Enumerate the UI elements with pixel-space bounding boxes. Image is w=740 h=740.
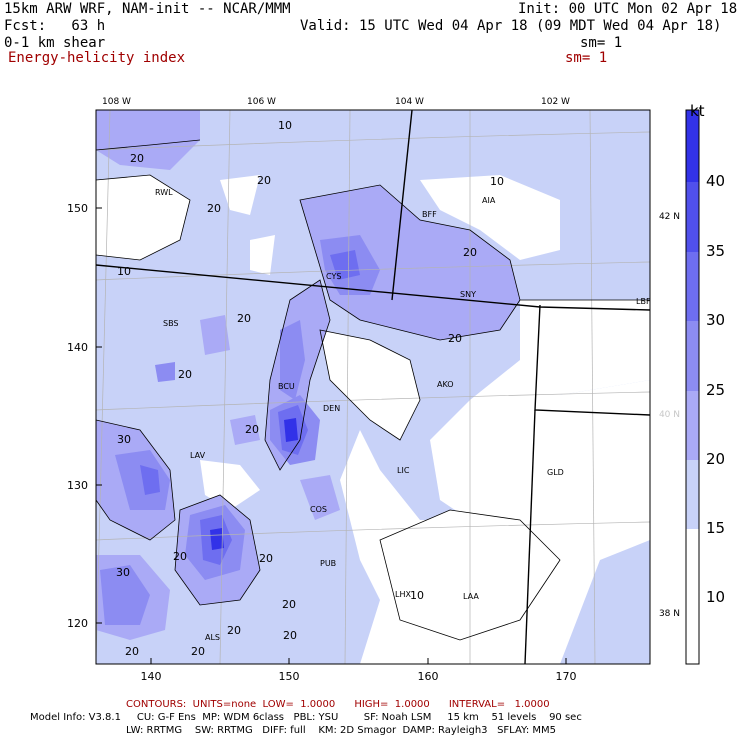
station-label: SNY (460, 290, 476, 299)
lat-lon-grid (96, 110, 650, 664)
x-grid-label: 170 (556, 670, 577, 683)
bottom-grid-labels: 140 150 160 170 (141, 670, 577, 683)
colorbar-segment (686, 321, 699, 391)
frame-ticks (96, 207, 567, 664)
x-grid-label: 160 (418, 670, 439, 683)
shear-35kt-region (210, 418, 298, 550)
map-plot-area (96, 110, 650, 664)
station-label: ALS (205, 633, 220, 642)
contour-label: 20 (173, 550, 187, 563)
field1-title: 0-1 km shear (4, 35, 106, 51)
station-label: BFF (422, 210, 437, 219)
contour-label: 20 (259, 552, 273, 565)
state-boundaries (96, 110, 650, 664)
lon-label: 106 W (247, 97, 276, 107)
colorbar-unit: kt (690, 102, 705, 120)
top-lon-labels: 108 W 106 W 104 W 102 W (102, 97, 570, 107)
station-label: BCU (278, 382, 295, 391)
station-label: DEN (323, 404, 340, 413)
colorbar-tick: 25 (706, 381, 725, 399)
contour-label: 10 (117, 265, 131, 278)
contour-lines (96, 139, 650, 641)
contour-label: 20 (463, 246, 477, 259)
x-grid-label: 150 (279, 670, 300, 683)
colorbar-tick: 30 (706, 311, 725, 329)
station-label: GLD (547, 468, 564, 477)
right-lat-labels: 42 N 40 N 38 N (659, 212, 680, 619)
station-label: LAA (463, 592, 479, 601)
station-label: PUB (320, 559, 336, 568)
lat-label: 40 N (659, 410, 680, 420)
valid-time: Valid: 15 UTC Wed 04 Apr 18 (09 MDT Wed … (300, 18, 722, 34)
lon-label: 104 W (395, 97, 424, 107)
y-grid-label: 140 (67, 341, 88, 354)
colorbar-segment (686, 110, 699, 182)
station-labels: RWL BFF AIA CYS SNY SBS BCU DEN AKO LAV … (155, 188, 651, 642)
contour-label: 30 (116, 566, 130, 579)
field2-smoothing: sm= 1 (565, 50, 608, 66)
x-grid-label: 140 (141, 670, 162, 683)
lon-label: 102 W (541, 97, 570, 107)
forecast-hour: Fcst: 63 h (4, 18, 106, 34)
contours-info: CONTOURS: UNITS=none LOW= 1.0000 HIGH= 1… (126, 699, 550, 710)
field2-title: Energy-helicity index (8, 50, 186, 66)
colorbar-tick: 35 (706, 242, 725, 260)
contour-label: 30 (117, 433, 131, 446)
station-label: SBS (163, 319, 179, 328)
station-label: LHX (395, 590, 411, 599)
contour-label: 20 (257, 174, 271, 187)
station-label: LAV (190, 451, 206, 460)
station-label: AKO (437, 380, 454, 389)
station-label: COS (310, 505, 327, 514)
contour-label: 20 (227, 624, 241, 637)
lat-label: 42 N (659, 212, 680, 222)
model-title: 15km ARW WRF, NAM-init -- NCAR/MMM (4, 1, 291, 17)
lat-label: 38 N (659, 609, 680, 619)
contour-label: 10 (410, 589, 424, 602)
contour-label: 10 (490, 175, 504, 188)
model-info-2: LW: RRTMG SW: RRTMG DIFF: full KM: 2D Sm… (126, 725, 556, 736)
field1-smoothing: sm= 1 (580, 35, 623, 51)
colorbar-tick: 10 (706, 588, 725, 606)
contour-label: 20 (448, 332, 462, 345)
y-grid-label: 150 (67, 202, 88, 215)
station-label: RWL (155, 188, 173, 197)
colorbar (685, 109, 700, 665)
contour-label: 20 (283, 629, 297, 642)
station-label: CYS (326, 272, 341, 281)
contour-label: 10 (278, 119, 292, 132)
left-grid-labels: 150 140 130 120 (67, 202, 88, 630)
contour-label: 20 (237, 312, 251, 325)
contour-label: 20 (207, 202, 221, 215)
contour-value-labels: 10 20 20 20 10 20 10 20 20 20 20 30 20 2… (116, 119, 504, 658)
colorbar-segment (686, 182, 699, 252)
colorbar-tick: 20 (706, 450, 725, 468)
y-grid-label: 130 (67, 479, 88, 492)
contour-label: 20 (245, 423, 259, 436)
contour-label: 20 (282, 598, 296, 611)
init-time: Init: 00 UTC Mon 02 Apr 18 (518, 1, 738, 17)
colorbar-segment (686, 460, 699, 529)
contour-label: 20 (125, 645, 139, 658)
contour-label: 20 (178, 368, 192, 381)
station-label: AIA (482, 196, 496, 205)
colorbar-tick: 15 (706, 519, 725, 537)
lon-label: 108 W (102, 97, 131, 107)
y-grid-label: 120 (67, 617, 88, 630)
map-frame (95, 109, 651, 665)
contour-label: 20 (191, 645, 205, 658)
station-label: LBF (636, 297, 651, 306)
colorbar-segment (686, 252, 699, 321)
model-info: Model Info: V3.8.1 CU: G-F Ens MP: WDM 6… (30, 712, 582, 723)
colorbar-segment (686, 529, 699, 664)
colorbar-tick: 40 (706, 172, 725, 190)
colorbar-segment (686, 391, 699, 460)
contour-label: 20 (130, 152, 144, 165)
station-label: LIC (397, 466, 410, 475)
colorbar-tick-labels: 40 35 30 25 20 15 10 (706, 172, 725, 606)
colorbar-frame (685, 109, 700, 665)
